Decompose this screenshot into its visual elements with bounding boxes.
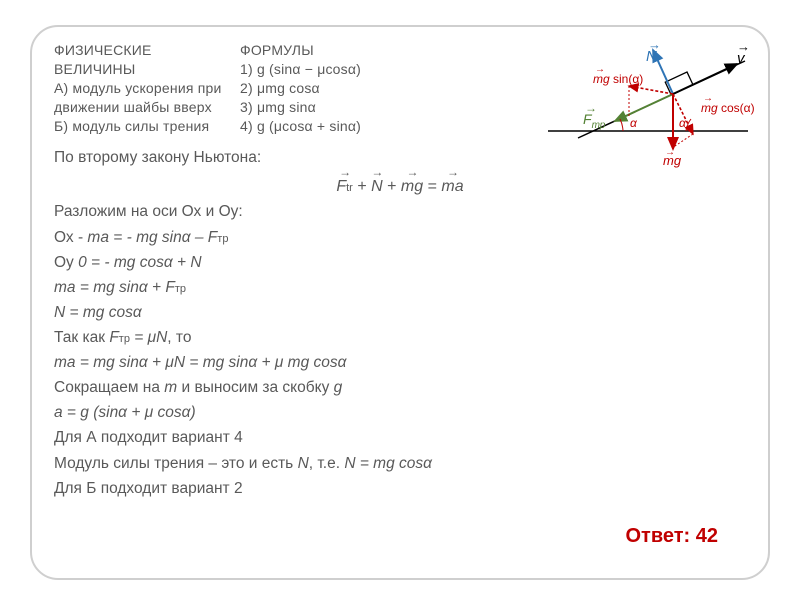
formulas-col: ФОРМУЛЫ 1) g (sinα − μcosα) 2) μmg cosα …	[240, 41, 440, 135]
vec-Ftr: Ftr	[336, 171, 353, 200]
line-N: N = mg cosα	[54, 300, 746, 325]
label-N: N	[646, 48, 657, 65]
line-friction: Модуль силы трения – это и есть N, т.е. …	[54, 451, 746, 476]
svg-text:mg cos(α): mg cos(α)	[701, 101, 755, 115]
final-answer: Ответ: 42	[626, 525, 719, 548]
line-decompose: Разложим на оси Ох и Оу:	[54, 199, 746, 224]
line-simplify: Сокращаем на m и выносим за скобку g	[54, 375, 746, 400]
col2-f4: 4) g (μcosα + sinα)	[240, 117, 440, 136]
label-mg: mg	[663, 153, 682, 168]
col1-a: А) модуль ускорения при движении шайбы в…	[54, 79, 232, 117]
card-frame: ФИЗИЧЕСКИЕ ВЕЛИЧИНЫ А) модуль ускорения …	[30, 25, 770, 580]
line-expanded: ma = mg sinα + μN = mg sinα + μ mg cosα	[54, 350, 746, 375]
svg-text:mg sin(α): mg sin(α)	[593, 72, 643, 86]
line-a-answer: Для А подходит вариант 4	[54, 425, 746, 450]
col2-f2: 2) μmg cosα	[240, 79, 440, 98]
vec-ma: ma	[441, 171, 463, 200]
inclined-plane-diagram: → N → v → Fтр → mg sin(α) → mg cos(α) → …	[523, 39, 758, 169]
col1-title: ФИЗИЧЕСКИЕ ВЕЛИЧИНЫ	[54, 41, 232, 79]
col2-title: ФОРМУЛЫ	[240, 41, 440, 60]
col2-f1: 1) g (sinα − μcosα)	[240, 60, 440, 79]
line-b-answer: Для Б подходит вариант 2	[54, 476, 746, 501]
line-a-eq: a = g (sinα + μ cosα)	[54, 400, 746, 425]
svg-text:α: α	[679, 116, 687, 130]
line-oy: Оу 0 = - mg cosα + N	[54, 250, 746, 275]
line-ox: Ох - ma = - mg sinα – Fтр	[54, 225, 746, 250]
line-ma: ma = mg sinα + Fтр	[54, 275, 746, 300]
line-since: Так как Fтр = μN, то	[54, 325, 746, 350]
vec-N: N	[371, 171, 383, 200]
col2-f3: 3) μmg sinα	[240, 98, 440, 117]
solution-body: По второму закону Ньютона: Ftr + N + mg …	[54, 145, 746, 500]
col1-b: Б) модуль силы трения	[54, 117, 232, 136]
vec-mg: mg	[401, 171, 423, 200]
vector-equation: Ftr + N + mg = ma	[54, 171, 746, 200]
svg-text:α: α	[630, 116, 638, 130]
physical-quantities-col: ФИЗИЧЕСКИЕ ВЕЛИЧИНЫ А) модуль ускорения …	[54, 41, 232, 135]
